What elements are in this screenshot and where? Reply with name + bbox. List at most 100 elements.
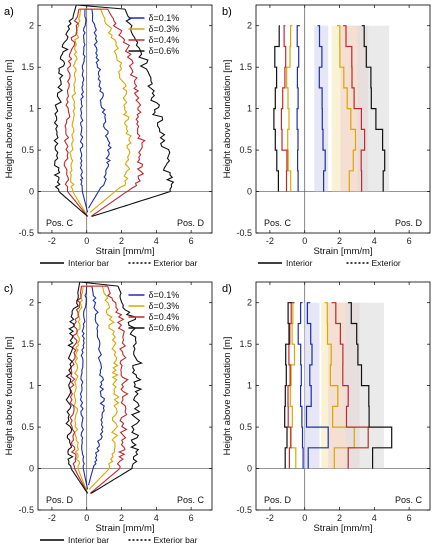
legend-entry: δ=0.3% (148, 301, 179, 311)
y-tick-label: 1.5 (21, 339, 34, 349)
strain-profile-right (87, 286, 106, 486)
strain-profile-right (91, 8, 175, 217)
x-tick-label: -2 (48, 236, 56, 246)
strain-profile-left (297, 302, 304, 469)
legend-exterior: Exterior (371, 258, 400, 268)
y-tick-label: 1.5 (239, 339, 252, 349)
panel-c: -0.5 0 0.5 1 1.5 2 -2 0 2 4 6 Strain [mm/m] Height a… (4, 281, 213, 545)
strain-profile-left (73, 286, 89, 494)
x-tick-label: 4 (154, 236, 159, 246)
x-axis-label: Strain [mm/m] (313, 523, 372, 534)
strain-profile-left (65, 281, 89, 494)
x-tick-label: 4 (372, 236, 377, 246)
strain-profile-right (361, 25, 386, 192)
strain-profile-left (79, 9, 89, 213)
panel-label: d) (222, 283, 232, 295)
legend-exterior: Exterior bar (153, 535, 197, 545)
y-tick-label: 1.5 (21, 62, 34, 72)
strain-profile-left (280, 25, 288, 192)
position-label-right: Pos. C (177, 495, 205, 505)
strain-profile-right (88, 9, 112, 209)
panel-label: b) (222, 6, 232, 18)
y-tick-label: 0 (29, 464, 34, 474)
strain-profile-right (324, 302, 355, 469)
strain-profile-right (331, 302, 369, 469)
y-tick-label: 0.5 (21, 422, 34, 432)
scatter-band (314, 25, 329, 192)
strain-profile-left (296, 25, 300, 192)
legend-interior: Interior (286, 258, 313, 268)
y-axis-label: Height above foundation [m] (222, 337, 233, 456)
y-tick-label: 2 (29, 21, 34, 31)
strain-profile-left (69, 286, 89, 494)
panel-label: a) (4, 6, 14, 18)
x-tick-label: 6 (407, 236, 412, 246)
position-label-left: Pos. D (46, 495, 74, 505)
position-label-left: Pos. C (46, 218, 74, 228)
position-label-left: Pos. C (264, 218, 292, 228)
y-tick-label: 0.5 (21, 145, 34, 155)
y-tick-label: -0.5 (18, 228, 34, 238)
plot-frame (37, 281, 213, 511)
series-group (65, 281, 144, 494)
legend-interior: Interior bar (68, 535, 109, 545)
x-tick-label: -2 (48, 513, 56, 523)
plot-frame (255, 4, 431, 234)
legend-entry: δ=0.1% (148, 13, 179, 23)
strain-profile-left (53, 4, 88, 217)
profile-top-connector (79, 281, 119, 287)
y-tick-label: 2 (29, 298, 34, 308)
strain-profile-left (273, 25, 280, 192)
strain-profile-right (347, 302, 393, 469)
x-axis-label: Strain [mm/m] (313, 246, 372, 257)
legend-interior: Interior bar (68, 258, 109, 268)
series-group (53, 4, 175, 217)
legend-exterior: Exterior bar (153, 258, 197, 268)
strain-profile-left (63, 9, 89, 217)
x-axis-label: Strain [mm/m] (95, 523, 154, 534)
y-axis-label: Height above foundation [m] (4, 60, 15, 179)
legend-entry: δ=0.4% (148, 35, 179, 45)
x-tick-label: 2 (119, 236, 124, 246)
y-tick-label: 1 (247, 381, 252, 391)
x-tick-label: 2 (119, 513, 124, 523)
y-tick-label: 1 (247, 104, 252, 114)
position-label-left: Pos. D (264, 495, 292, 505)
x-tick-label: 0 (302, 236, 307, 246)
position-label-right: Pos. C (395, 495, 423, 505)
profile-top-connector (76, 4, 126, 10)
y-tick-label: 0.5 (239, 422, 252, 432)
x-tick-label: 4 (154, 513, 159, 523)
y-tick-label: 1.5 (239, 62, 252, 72)
x-tick-label: 2 (337, 236, 342, 246)
strain-profile-left (69, 9, 89, 217)
y-tick-label: -0.5 (236, 505, 252, 515)
strain-profile-right (343, 25, 366, 192)
y-tick-label: 1 (29, 381, 34, 391)
x-tick-label: 6 (189, 236, 194, 246)
strain-profile-right (90, 285, 144, 494)
strain-profile-right (88, 285, 120, 490)
plot-frame (37, 4, 213, 234)
y-tick-label: 0 (247, 464, 252, 474)
position-label-right: Pos. D (395, 218, 423, 228)
panel-d: -0.5 0 0.5 1 1.5 2 -2 0 2 4 6 Strain [mm/m] Height a… (222, 281, 431, 534)
legend-entry: δ=0.3% (148, 24, 179, 34)
x-tick-label: 4 (372, 513, 377, 523)
x-tick-label: -2 (266, 513, 274, 523)
panel-label: c) (4, 283, 13, 295)
strain-profile-left (79, 286, 89, 490)
x-tick-label: -2 (266, 236, 274, 246)
strain-profile-right (317, 25, 326, 192)
y-tick-label: 2 (247, 298, 252, 308)
y-tick-label: -0.5 (236, 228, 252, 238)
strain-profile-right (89, 8, 132, 213)
y-tick-label: 0 (29, 187, 34, 197)
y-tick-label: -0.5 (18, 505, 34, 515)
x-axis-label: Strain [mm/m] (95, 246, 154, 257)
series-group (273, 25, 390, 192)
y-tick-label: 2 (247, 21, 252, 31)
panel-b: -0.5 0 0.5 1 1.5 2 -2 0 2 4 6 Strain [mm/m] Height a… (222, 4, 431, 268)
legend-entry: δ=0.6% (148, 323, 179, 333)
